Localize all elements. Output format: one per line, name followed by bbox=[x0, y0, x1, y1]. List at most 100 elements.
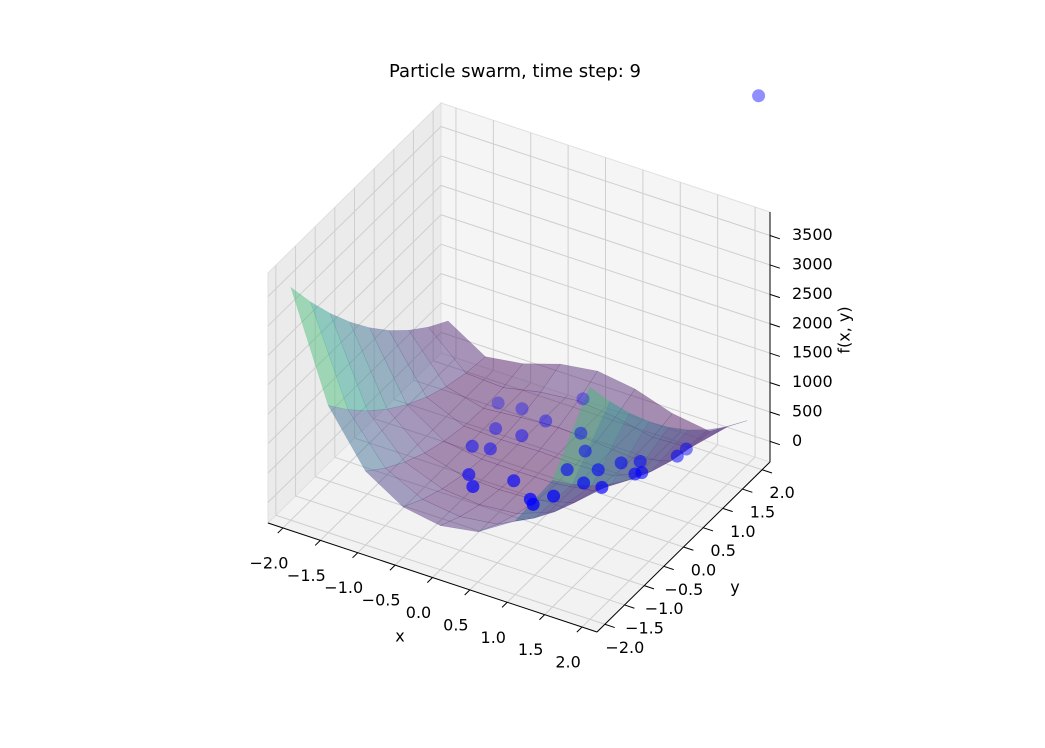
tick-mark bbox=[742, 488, 753, 493]
surface-patch bbox=[349, 321, 408, 410]
particle bbox=[507, 474, 521, 488]
grid-line bbox=[393, 398, 723, 509]
surface-patch bbox=[422, 488, 481, 517]
surface-patch bbox=[514, 479, 573, 522]
surface-patch bbox=[540, 363, 599, 401]
grid-line bbox=[440, 126, 771, 237]
tick-mark bbox=[352, 552, 359, 559]
particle bbox=[515, 402, 529, 416]
tick-mark bbox=[663, 565, 674, 571]
particle bbox=[466, 480, 480, 494]
z-axis-label: f(x, y) bbox=[835, 306, 854, 353]
surface-patch bbox=[465, 356, 524, 388]
particle bbox=[578, 444, 592, 458]
grid-line bbox=[440, 302, 771, 413]
surface-patch bbox=[347, 409, 406, 469]
x-tick-label: 1.5 bbox=[518, 640, 543, 659]
surface-patch bbox=[443, 425, 502, 460]
tick-mark bbox=[576, 626, 583, 633]
tick-mark bbox=[769, 293, 781, 299]
axis-line bbox=[596, 461, 771, 633]
surface-patch bbox=[404, 452, 463, 490]
surface-patch bbox=[367, 408, 426, 463]
surface-patch bbox=[552, 386, 610, 485]
surface-patch bbox=[384, 461, 443, 500]
grid-line bbox=[440, 155, 771, 266]
surface-patch bbox=[427, 320, 486, 374]
y-tick-label: 1.5 bbox=[750, 503, 775, 522]
surface-patch bbox=[406, 396, 465, 442]
z-tick-label: 2500 bbox=[792, 284, 833, 303]
surface-patch bbox=[408, 326, 467, 387]
particle bbox=[491, 396, 505, 410]
surface-patch bbox=[459, 504, 518, 525]
tick-mark bbox=[426, 577, 433, 583]
particle bbox=[526, 497, 540, 511]
particle bbox=[574, 426, 588, 440]
tick-mark bbox=[769, 352, 781, 357]
tick-mark bbox=[501, 601, 508, 608]
chart-title: Particle swarm, time step: 9 bbox=[389, 61, 641, 82]
grid-line bbox=[354, 437, 684, 548]
tick-mark bbox=[539, 614, 546, 621]
z-tick-label: 1000 bbox=[792, 372, 833, 391]
surface-patch bbox=[557, 400, 616, 443]
z-tick-label: 0 bbox=[792, 431, 802, 450]
grid-line bbox=[295, 495, 625, 606]
tick-mark bbox=[604, 623, 615, 629]
grid-line bbox=[267, 302, 442, 474]
x-tick-label: −2.0 bbox=[250, 553, 289, 572]
grid-line bbox=[440, 273, 771, 384]
tick-mark bbox=[314, 539, 321, 546]
z-tick-label: 3500 bbox=[792, 225, 833, 244]
grid-line bbox=[334, 456, 664, 567]
z-tick-label: 1500 bbox=[792, 343, 833, 362]
surface-patch bbox=[388, 330, 447, 398]
grid-line bbox=[267, 243, 442, 415]
x-axis-label: x bbox=[395, 627, 404, 646]
surface-patch bbox=[689, 420, 748, 449]
tick-mark bbox=[761, 469, 773, 474]
surface-patch bbox=[329, 312, 388, 412]
y-tick-label: −1.0 bbox=[645, 599, 684, 618]
surface-patch bbox=[327, 405, 386, 472]
surface-patch bbox=[518, 450, 577, 485]
grid-line bbox=[267, 332, 442, 503]
tick-mark bbox=[277, 527, 284, 534]
surface-patch bbox=[402, 499, 461, 526]
surface-patch bbox=[497, 511, 555, 525]
tick-mark bbox=[703, 527, 714, 532]
grid-line bbox=[267, 184, 442, 356]
surface-patch bbox=[670, 426, 728, 462]
particle bbox=[633, 455, 647, 469]
y-tick-label: −0.5 bbox=[664, 580, 703, 599]
grid-line bbox=[440, 331, 771, 442]
surface-patch bbox=[483, 387, 542, 418]
particle bbox=[539, 414, 553, 428]
grid-line bbox=[432, 360, 763, 471]
particle bbox=[614, 456, 628, 470]
particle bbox=[489, 422, 503, 436]
surface-patch bbox=[424, 440, 483, 476]
surface-patch bbox=[426, 386, 484, 427]
grid-line bbox=[315, 476, 645, 587]
axis-line bbox=[267, 522, 598, 633]
surface-patch bbox=[577, 370, 636, 418]
y-tick-label: −2.0 bbox=[605, 638, 644, 657]
particle bbox=[591, 463, 605, 477]
particle bbox=[515, 429, 529, 443]
surface-patch bbox=[610, 421, 669, 485]
grid-line bbox=[440, 184, 771, 295]
surface-patch bbox=[502, 363, 561, 393]
grid-line bbox=[440, 243, 771, 354]
tick-mark bbox=[769, 382, 781, 387]
surface-patch bbox=[386, 404, 445, 454]
y-tick-label: 0.0 bbox=[691, 561, 716, 580]
surface-patch bbox=[481, 439, 540, 473]
z-tick-label: 2000 bbox=[792, 313, 833, 332]
surface-patch bbox=[290, 286, 349, 410]
x-tick-label: −1.0 bbox=[324, 578, 363, 597]
particle bbox=[560, 463, 574, 477]
y-tick-label: 1.0 bbox=[730, 522, 755, 541]
